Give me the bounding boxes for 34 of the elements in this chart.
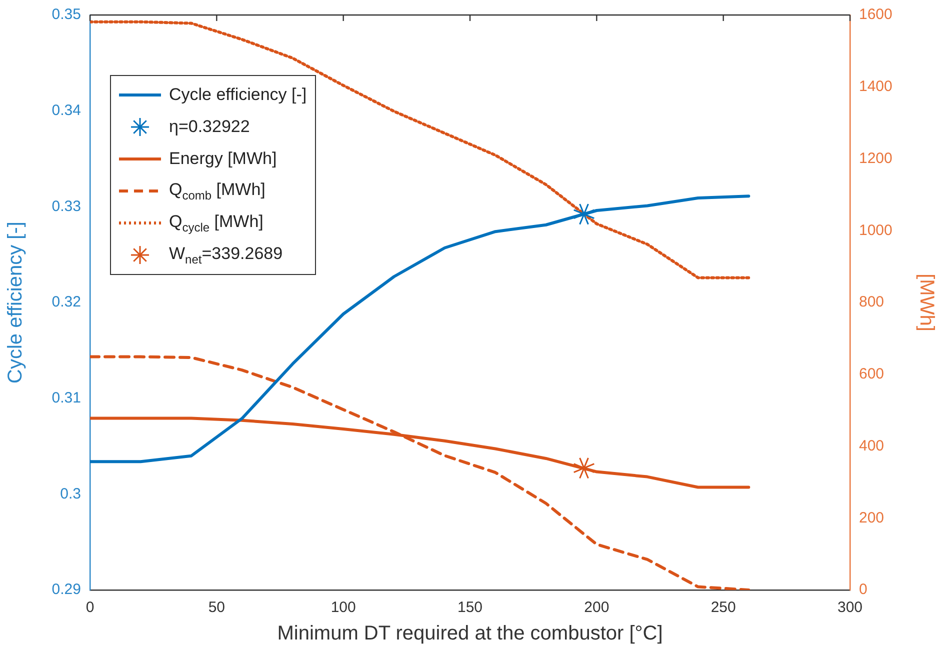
line-series (90, 20, 750, 280)
x-tick-label: 0 (86, 599, 94, 616)
y2-tick-label: 1400 (859, 78, 892, 96)
y2-tick-label: 400 (859, 437, 884, 454)
y2-tick-label: 1000 (859, 222, 892, 239)
x-tick-label: 100 (330, 599, 356, 616)
y2-tick-label: 1200 (859, 150, 892, 167)
x-tick-label: 200 (584, 599, 610, 616)
legend-label: W$_{net}$=339.2689 (169, 244, 283, 266)
y-tick-label: 0.31 (52, 389, 81, 406)
legend-label: Cycle efficiency [-] (169, 85, 307, 105)
y-tick-label: 0.34 (52, 102, 81, 119)
x-tick-label: 150 (457, 599, 483, 616)
y-tick-label: 0.33 (52, 198, 81, 215)
y2-tick-label: 1600 (859, 6, 892, 24)
line-series (90, 355, 750, 590)
legend-label: Energy [MWh] (169, 149, 277, 169)
legend-label: Q$_{comb}$ [MWh] (169, 180, 266, 202)
y2-tick-label: 600 (859, 366, 884, 383)
y-tick-label: 0.29 (52, 581, 81, 598)
y2-tick-label: 800 (859, 294, 884, 311)
y-tick-label: 0.35 (52, 6, 81, 24)
x-tick-label: 300 (837, 599, 863, 616)
x-axis-title: Minimum DT required at the combustor [°C] (277, 622, 663, 645)
legend-label: η=0.32922 (169, 117, 250, 137)
x-tick-label: 250 (710, 599, 736, 616)
y2-axis-title: [MWh] (915, 274, 938, 332)
y2-tick-label: 0 (859, 581, 868, 598)
y2-tick-label: 200 (859, 509, 884, 526)
x-tick-label: 50 (208, 599, 226, 616)
y-tick-label: 0.32 (52, 294, 81, 311)
y-axis-title: Cycle efficiency [-] (4, 222, 27, 384)
y-tick-label: 0.3 (60, 485, 81, 502)
legend-label: Q$_{cycle}$ [MWh] (169, 212, 264, 234)
